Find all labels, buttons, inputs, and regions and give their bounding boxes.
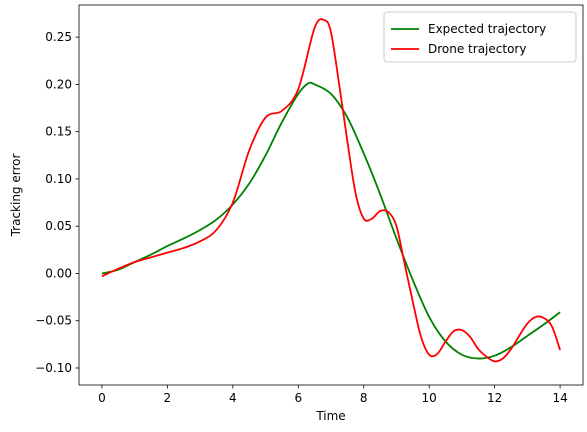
x-tick-label: 8 xyxy=(360,391,368,405)
x-tick-label: 4 xyxy=(229,391,237,405)
x-axis-label: Time xyxy=(315,409,345,423)
legend-label-drone: Drone trajectory xyxy=(428,42,526,56)
series-line-expected-trajectory xyxy=(101,81,561,360)
legend-box xyxy=(383,11,577,63)
series-lines xyxy=(101,18,561,363)
y-axis-label: Tracking error xyxy=(9,154,23,238)
y-tick-label: 0.15 xyxy=(45,125,72,139)
x-tick-label: 12 xyxy=(487,391,502,405)
x-tick-label: 10 xyxy=(422,391,437,405)
legend-label-expected: Expected trajectory xyxy=(428,22,546,36)
y-tick-label: −0.05 xyxy=(35,314,72,328)
y-tick-label: 0.25 xyxy=(45,30,72,44)
plot-area xyxy=(79,5,583,385)
x-axis: 0 2 4 6 8 10 12 14 xyxy=(98,385,568,405)
y-axis: −0.10 −0.05 0.00 0.05 0.10 0.15 0.20 0.25 xyxy=(35,30,79,375)
y-tick-label: 0.05 xyxy=(45,219,72,233)
plot-frame xyxy=(78,4,584,386)
y-tick-label: 0.20 xyxy=(45,77,72,91)
series-line-drone-trajectory xyxy=(101,18,561,363)
x-tick-label: 0 xyxy=(98,391,106,405)
x-tick-label: 6 xyxy=(294,391,302,405)
legend: Expected trajectory Drone trajectory xyxy=(383,11,577,63)
x-tick-label: 2 xyxy=(164,391,172,405)
y-tick-label: 0.00 xyxy=(45,266,72,280)
y-tick-label: 0.10 xyxy=(45,172,72,186)
x-tick-label: 14 xyxy=(552,391,567,405)
y-tick-label: −0.10 xyxy=(35,361,72,375)
